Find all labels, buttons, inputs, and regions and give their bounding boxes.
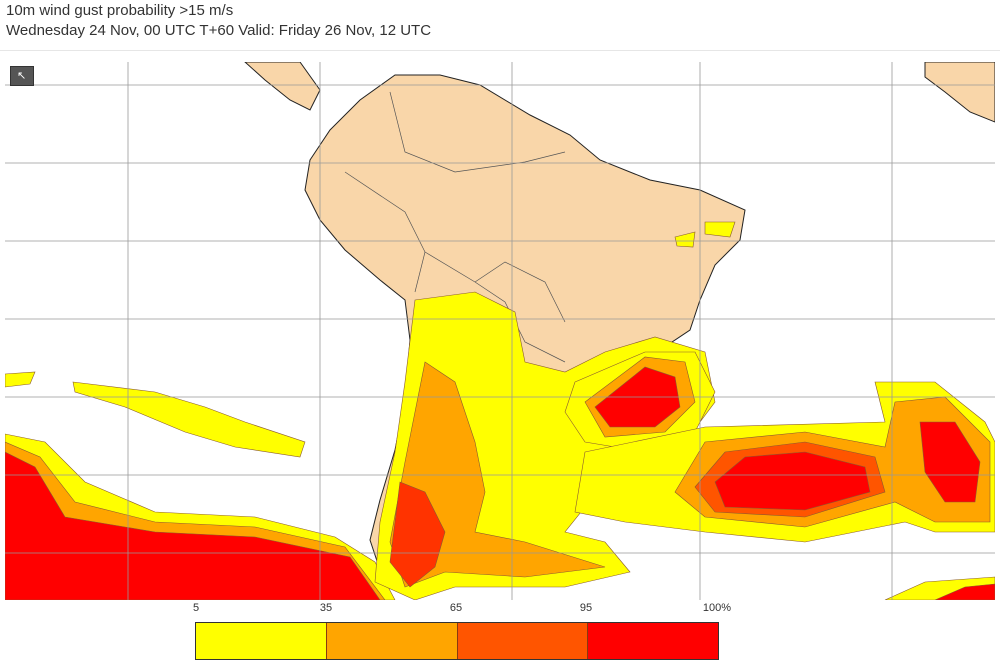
map-title: 10m wind gust probability >15 m/s [6,2,234,19]
probability-map[interactable] [5,62,995,600]
yellow-spot-west [5,371,36,388]
probability-contours [5,221,995,600]
map-subtitle: Wednesday 24 Nov, 00 UTC T+60 Valid: Fri… [6,22,432,39]
yellow-band-pacific [72,381,306,458]
graticule [5,62,995,600]
legend-tick: 35 [319,602,333,614]
header-divider [0,50,1000,51]
legend-swatch-65-95 [457,623,589,659]
legend-swatch-5-35 [196,623,327,659]
red-zone-argentina [389,481,446,588]
legend-tick: 100% [702,602,732,614]
red-core-east [919,421,981,503]
legend-swatch-95-100 [588,623,718,659]
color-legend [195,622,719,660]
red-zone-southwest [5,451,381,600]
legend-tick: 5 [192,602,200,614]
legend-tick: 65 [449,602,463,614]
red-core-atlantic [714,451,871,511]
red-zone-southeast [934,583,995,600]
legend-tick: 95 [579,602,593,614]
central-america [244,62,321,111]
legend-swatch-35-65 [326,623,458,659]
africa-corner [924,62,995,123]
cursor-select-icon[interactable]: ↖ [10,66,34,86]
